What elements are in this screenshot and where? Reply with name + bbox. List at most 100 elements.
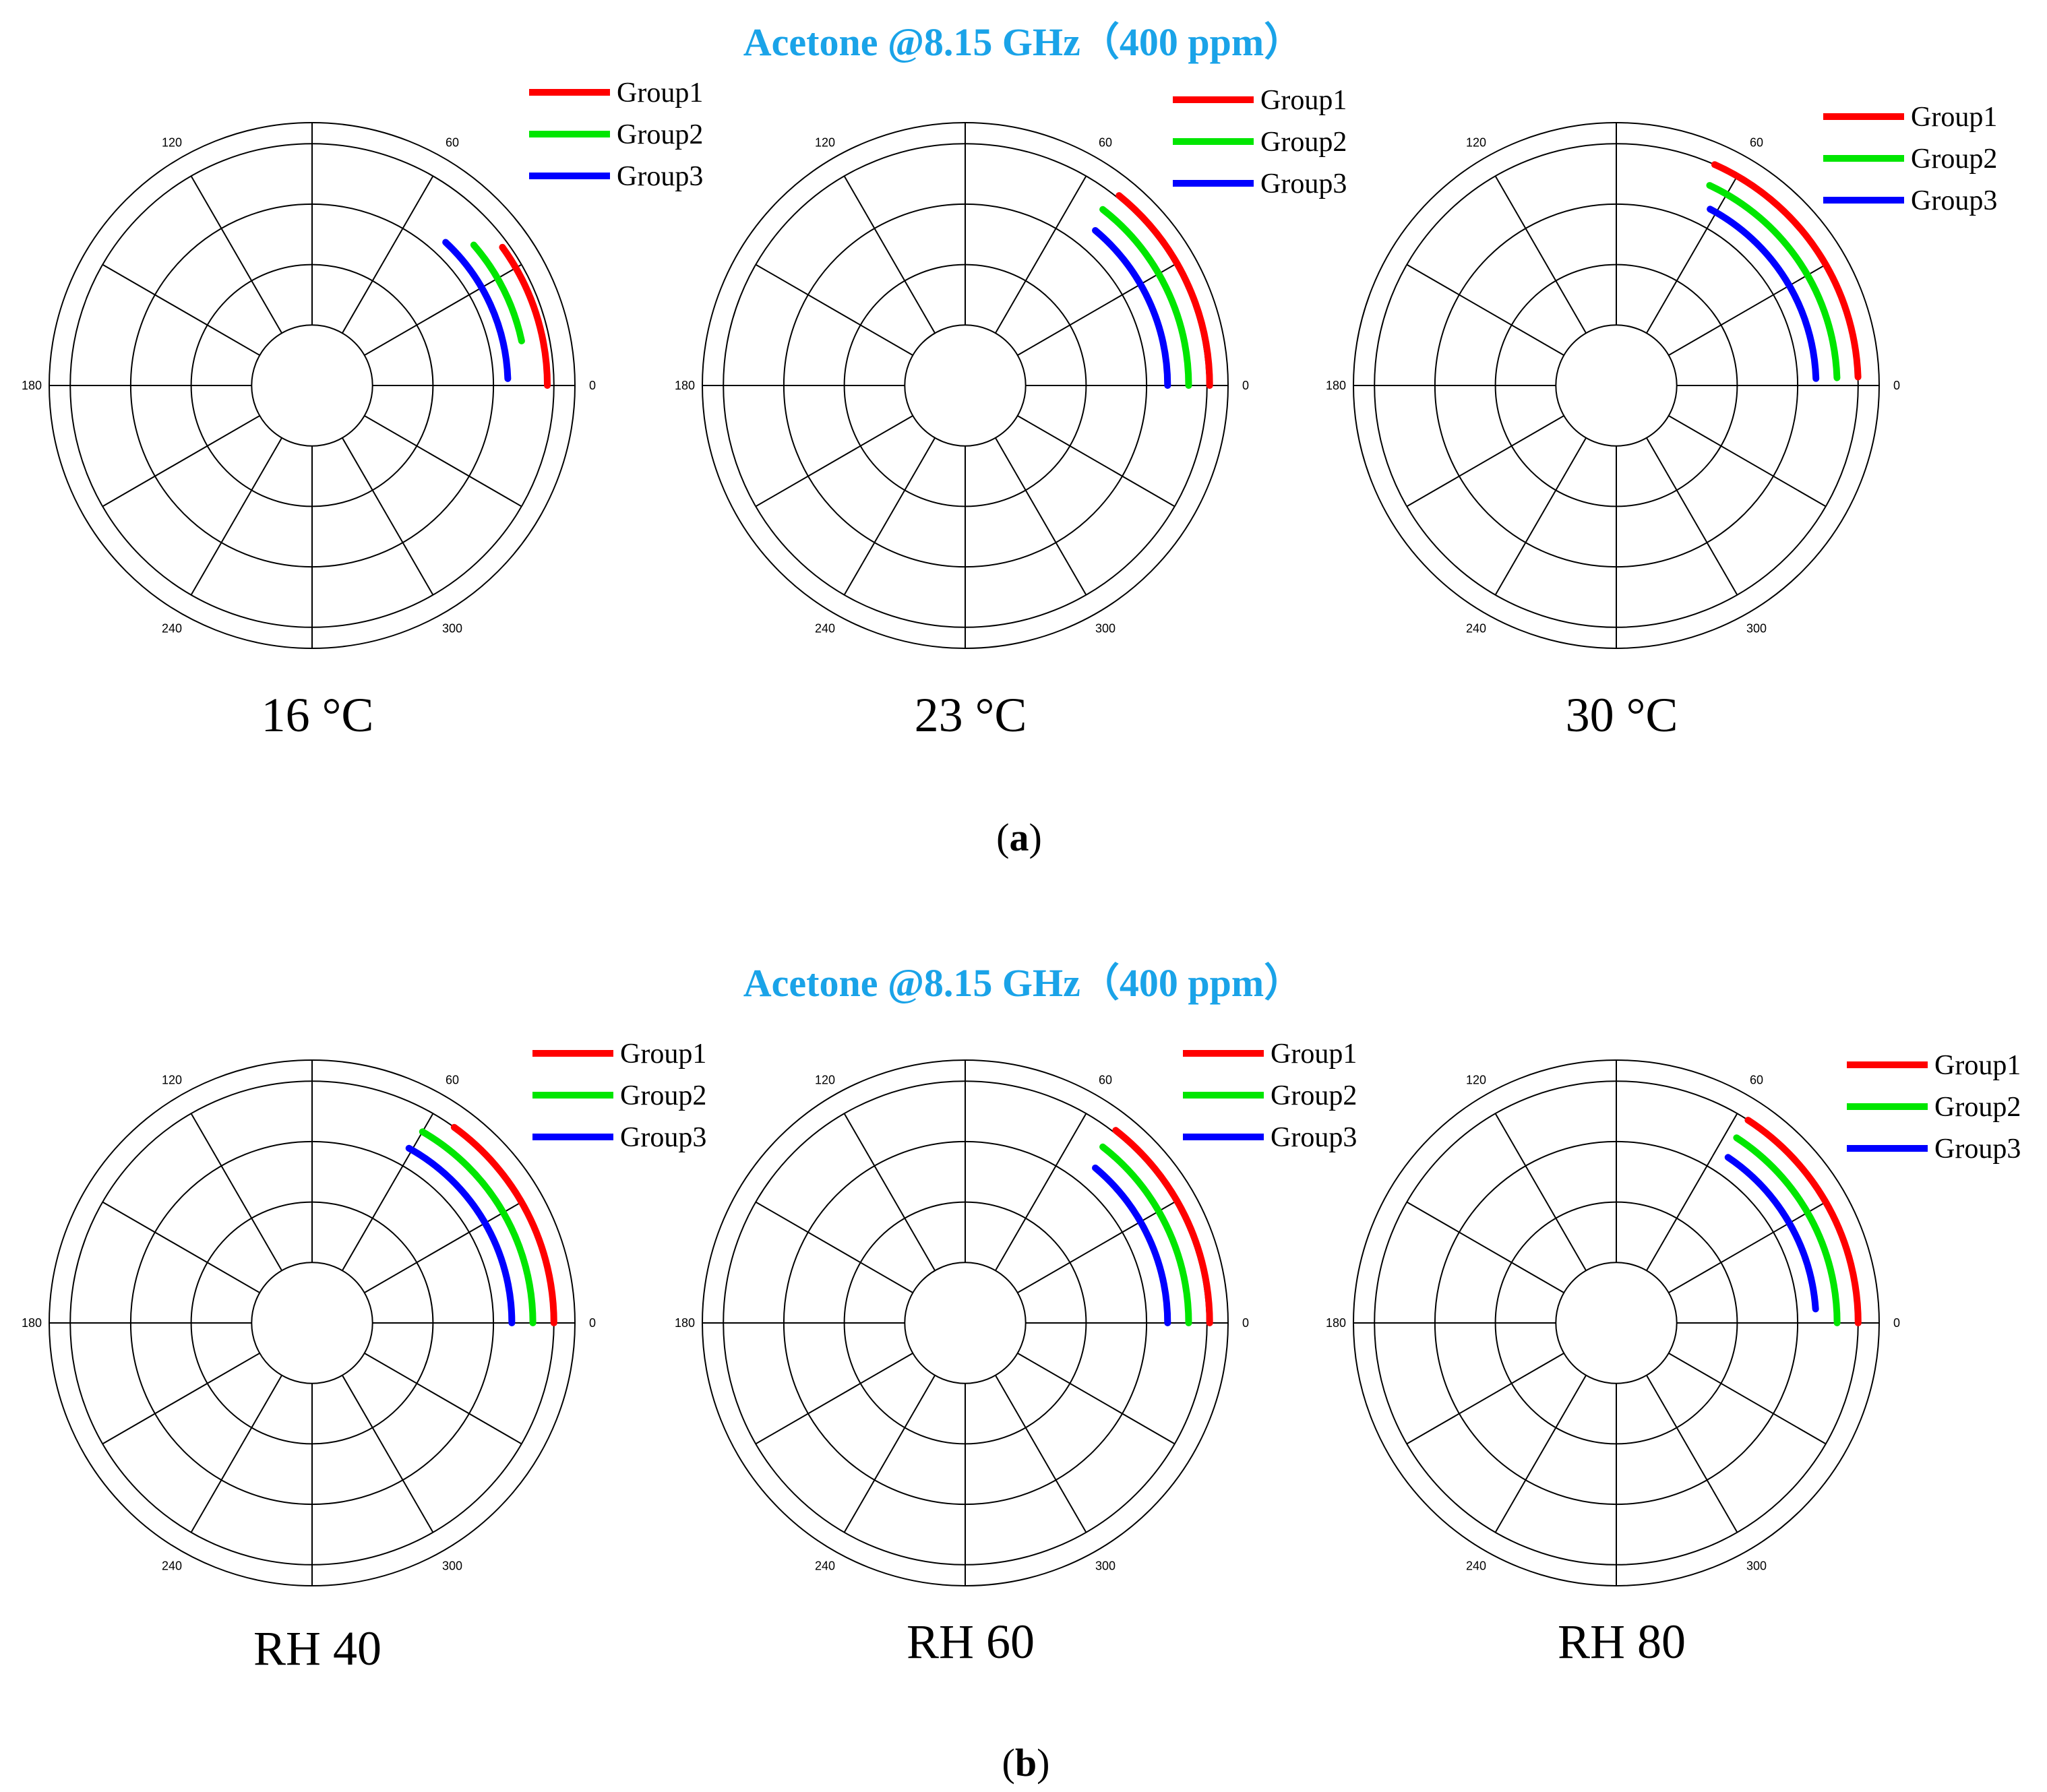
legend-label-group2: Group2	[1271, 1080, 1357, 1111]
grid-spoke	[341, 1375, 434, 1533]
grid-spoke	[190, 437, 283, 596]
grid-spoke	[190, 175, 283, 334]
arc-group2	[1099, 1143, 1192, 1326]
grid-spoke	[843, 175, 936, 334]
grid-spoke	[755, 1352, 913, 1445]
arc-group2	[419, 1128, 537, 1326]
grid-spoke	[190, 1113, 283, 1271]
angle-tick-label: 240	[815, 1559, 835, 1572]
grid-spoke	[1494, 437, 1587, 596]
grid-spoke	[994, 1113, 1087, 1271]
arc-group3	[442, 239, 512, 382]
angle-tick-label: 0	[1893, 379, 1900, 392]
grid-spoke	[1645, 437, 1738, 596]
angle-tick-label: 0	[1242, 1316, 1249, 1330]
arc-group1	[1116, 192, 1213, 389]
grid-spoke	[364, 1201, 522, 1294]
angle-tick-label: 240	[1466, 1559, 1486, 1572]
legend-label-group2: Group2	[620, 1080, 706, 1111]
angle-tick-label: 240	[162, 1559, 182, 1572]
panel-label: RH 60	[907, 1615, 1035, 1669]
angle-tick-label: 0	[589, 1316, 596, 1330]
grid-spoke	[364, 1352, 522, 1445]
angle-tick-label: 300	[1095, 621, 1116, 635]
grid-spoke	[843, 1113, 936, 1271]
legend-label-group3: Group3	[617, 161, 703, 192]
legend-label-group1: Group1	[617, 78, 703, 109]
grid-spoke	[1645, 1113, 1738, 1271]
angle-tick-label: 180	[675, 379, 695, 392]
legend-label-group3: Group3	[1260, 168, 1347, 199]
grid-spoke	[1017, 264, 1175, 357]
angle-tick-label: 180	[1326, 379, 1346, 392]
grid-spoke	[102, 1352, 260, 1445]
arc-group3	[1092, 226, 1171, 389]
grid-spoke	[1406, 264, 1564, 357]
arc-group3	[1707, 206, 1820, 382]
grid-ring	[251, 1262, 373, 1384]
grid-spoke	[1668, 414, 1827, 507]
arc-group3	[1724, 1154, 1819, 1313]
caption-a: (a)	[996, 815, 1042, 859]
polar-panels: 0 60 120 180 240 300 Group1 Group2 Group3 16 °C 0 6…	[22, 78, 2021, 1675]
angle-tick-label: 60	[446, 136, 459, 150]
angle-tick-label: 120	[815, 1074, 835, 1087]
grid-spoke	[102, 1201, 260, 1294]
grid-spoke	[1494, 175, 1587, 334]
polar-panel-3: 0 60 120 180 240 300 Group1 Group2 Group3 30 °C	[1326, 102, 1997, 742]
grid-spoke	[341, 1113, 434, 1271]
angle-tick-label: 120	[162, 1074, 182, 1087]
angle-tick-label: 60	[1099, 136, 1112, 150]
grid-spoke	[755, 414, 913, 507]
grid-spoke	[1017, 414, 1175, 507]
angle-tick-label: 180	[22, 1316, 42, 1330]
angle-tick-label: 300	[1746, 621, 1767, 635]
arc-group1	[499, 243, 551, 389]
angle-tick-label: 120	[162, 136, 182, 150]
arc-group1	[450, 1123, 557, 1326]
grid-spoke	[755, 264, 913, 357]
grid-spoke	[994, 175, 1087, 334]
grid-spoke	[341, 175, 434, 334]
polar-panel-2: 0 60 120 180 240 300 Group1 Group2 Group3 23 °C	[675, 85, 1347, 742]
arc-group1	[1112, 1127, 1213, 1326]
angle-tick-label: 180	[22, 379, 42, 392]
caption-b: (b)	[1002, 1741, 1050, 1785]
legend-label-group1: Group1	[1934, 1050, 2021, 1081]
angle-tick-label: 120	[815, 136, 835, 150]
grid-spoke	[843, 437, 936, 596]
polar-panel-4: 0 60 120 180 240 300 Group1 Group2 Group3 RH 40	[22, 1039, 706, 1675]
angle-tick-label: 60	[446, 1074, 459, 1087]
angle-tick-label: 60	[1750, 136, 1763, 150]
legend-label-group1: Group1	[1260, 85, 1347, 116]
grid-spoke	[190, 1375, 283, 1533]
panel-label: 23 °C	[915, 688, 1027, 742]
grid-spoke	[1645, 175, 1738, 334]
grid-spoke	[755, 1201, 913, 1294]
panel-label: RH 40	[253, 1621, 381, 1675]
arc-group2	[1706, 182, 1841, 381]
grid-spoke	[1668, 1201, 1827, 1294]
legend-label-group1: Group1	[1271, 1039, 1357, 1070]
grid-spoke	[1645, 1375, 1738, 1533]
polar-panel-5: 0 60 120 180 240 300 Group1 Group2 Group3 RH 60	[675, 1039, 1357, 1669]
grid-spoke	[994, 437, 1087, 596]
legend-label-group1: Group1	[1911, 102, 1997, 133]
legend-label-group2: Group2	[617, 119, 703, 150]
grid-spoke	[364, 414, 522, 507]
angle-tick-label: 300	[1095, 1559, 1116, 1572]
grid-spoke	[1017, 1201, 1175, 1294]
angle-tick-label: 180	[675, 1316, 695, 1330]
angle-tick-label: 60	[1750, 1074, 1763, 1087]
arc-group2	[1733, 1134, 1841, 1326]
angle-tick-label: 0	[1893, 1316, 1900, 1330]
arc-group1	[1744, 1117, 1862, 1326]
polar-panel-6: 0 60 120 180 240 300 Group1 Group2 Group3 RH 80	[1326, 1050, 2021, 1669]
angle-tick-label: 300	[442, 1559, 462, 1572]
legend-label-group2: Group2	[1911, 144, 1997, 175]
grid-spoke	[1406, 1352, 1564, 1445]
panel-label: RH 80	[1558, 1615, 1686, 1669]
arc-group3	[1092, 1164, 1171, 1326]
grid-spoke	[1494, 1375, 1587, 1533]
